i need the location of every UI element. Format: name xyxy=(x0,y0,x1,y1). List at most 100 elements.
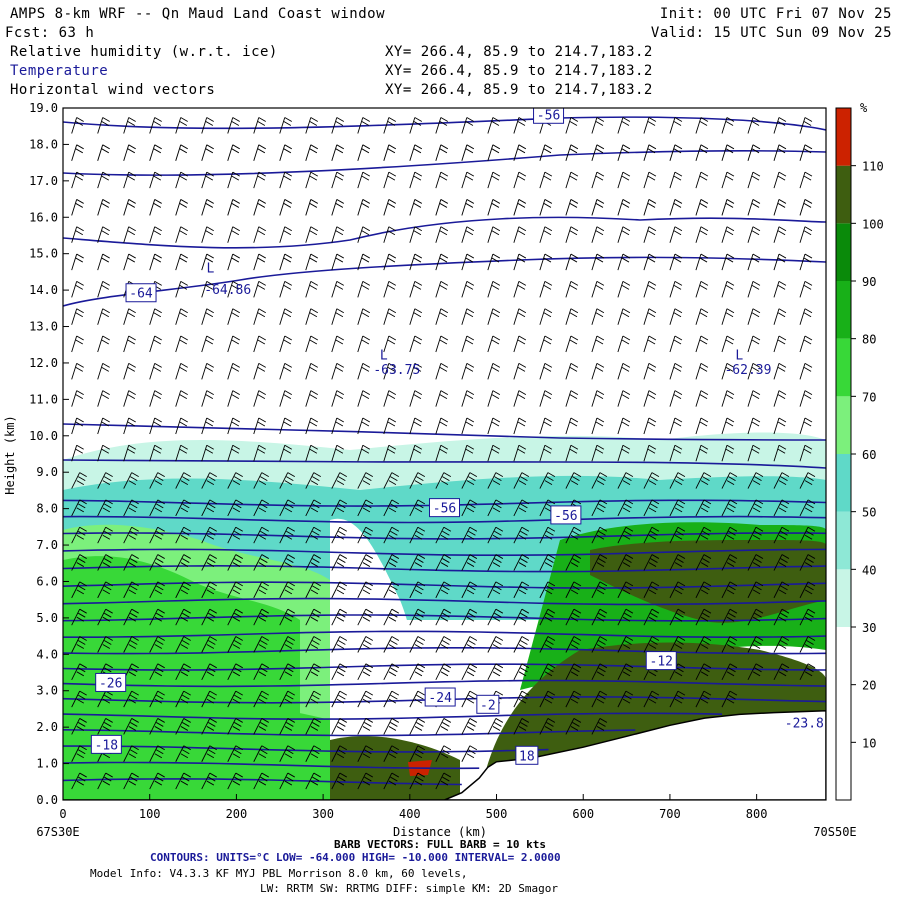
wind-barb xyxy=(279,362,292,380)
wind-barb xyxy=(565,581,582,599)
wind-barb xyxy=(565,253,579,271)
wind-barb xyxy=(227,772,243,790)
wind-barb xyxy=(747,608,764,626)
wind-barb xyxy=(279,308,292,325)
wind-barb xyxy=(773,335,787,353)
wind-barb xyxy=(71,499,87,517)
wind-barb xyxy=(201,444,214,462)
wind-barb xyxy=(461,390,475,407)
wind-barb xyxy=(201,199,214,216)
isotherm-lower-12 xyxy=(63,581,826,589)
y-tick-label: 12.0 xyxy=(29,356,58,370)
wind-barb xyxy=(669,226,683,243)
wind-barb xyxy=(487,280,501,298)
wind-barb xyxy=(669,117,683,134)
wind-barb xyxy=(331,444,345,462)
wind-barb xyxy=(149,554,165,571)
wind-barb xyxy=(279,499,295,517)
wind-barb xyxy=(227,499,243,517)
wind-barb xyxy=(721,308,735,325)
wind-barb xyxy=(331,253,345,271)
wind-barb xyxy=(695,144,709,161)
wind-barb xyxy=(253,444,266,462)
wind-barb xyxy=(71,144,84,161)
wind-barb xyxy=(513,280,527,298)
wind-barb xyxy=(643,581,660,599)
wind-barb xyxy=(539,171,553,189)
wind-barb xyxy=(617,362,631,380)
wind-barb xyxy=(539,390,553,407)
wind-barb xyxy=(409,253,423,271)
wind-barb xyxy=(123,226,136,243)
wind-barb xyxy=(591,362,605,380)
contour-label: -23.8 xyxy=(785,717,824,732)
wind-barb xyxy=(383,636,400,653)
wind-barb xyxy=(591,308,605,325)
wind-barb xyxy=(721,499,738,517)
wind-barb xyxy=(487,554,504,571)
wind-barb xyxy=(409,335,423,353)
isotherm-lower-6 xyxy=(63,679,826,688)
wind-barb xyxy=(123,526,139,544)
colorbar-segment xyxy=(836,108,851,166)
wind-barb xyxy=(487,308,501,325)
wind-barb xyxy=(71,444,84,462)
wind-barb xyxy=(591,335,605,353)
wind-barb xyxy=(279,718,295,735)
field-2-xy: XY= 266.4, 85.9 to 214.7,183.2 xyxy=(385,63,653,79)
wind-barb xyxy=(461,199,475,216)
wind-barb xyxy=(305,226,318,243)
wind-barb xyxy=(201,280,214,298)
wind-barb xyxy=(227,444,240,462)
wind-barb xyxy=(695,690,712,708)
wind-barb xyxy=(201,554,217,571)
wind-barb xyxy=(539,362,553,380)
wind-barb xyxy=(97,718,113,735)
isotherm-lower-13 xyxy=(63,564,826,573)
wind-barb xyxy=(305,199,318,216)
wind-barb xyxy=(487,608,504,626)
wind-barb xyxy=(409,745,426,762)
wind-barb xyxy=(123,690,139,708)
wind-barb xyxy=(383,663,400,681)
wind-barb xyxy=(149,417,162,435)
wind-barb xyxy=(383,417,397,435)
right-endpoint: 70S50E xyxy=(813,825,856,839)
wind-barb xyxy=(305,663,321,681)
wind-barb xyxy=(643,526,660,544)
wind-barb xyxy=(175,554,191,571)
wind-barb xyxy=(383,199,397,216)
wind-barb xyxy=(513,362,527,380)
wind-barb xyxy=(123,417,136,435)
wind-barb xyxy=(305,117,318,134)
wind-barb xyxy=(747,499,764,517)
wind-barb xyxy=(591,499,608,517)
wind-barb xyxy=(539,472,556,489)
model-info-1: Model Info: V4.3.3 KF MYJ PBL Morrison 8… xyxy=(90,867,468,880)
wind-barb xyxy=(487,226,501,243)
contour-labels: -56-64L-64.86L-63.75L-62.39-56 -56-26-24-… xyxy=(90,108,824,765)
wind-barb xyxy=(253,308,266,325)
wind-barb xyxy=(123,308,136,325)
wind-barb xyxy=(513,171,527,189)
wind-barb xyxy=(227,226,240,243)
wind-barb xyxy=(461,472,478,489)
wind-barb xyxy=(175,499,191,517)
wind-barb xyxy=(383,280,397,298)
wind-barb xyxy=(357,144,371,161)
field-2-name: Temperature xyxy=(10,63,108,79)
svg-text:L: L xyxy=(206,261,214,276)
wind-barb xyxy=(695,308,709,325)
wind-barb xyxy=(175,718,191,735)
wind-barb xyxy=(149,472,165,489)
wind-barb xyxy=(617,554,634,571)
colorbar-segment xyxy=(836,742,851,800)
wind-barb xyxy=(591,718,608,735)
colorbar-segment xyxy=(836,223,851,281)
contour-info: CONTOURS: UNITS=°C LOW= -64.000 HIGH= -1… xyxy=(150,851,561,864)
wind-barb xyxy=(149,499,165,517)
wind-barb xyxy=(331,117,345,134)
wind-barb xyxy=(227,608,243,626)
wind-barb xyxy=(773,444,787,462)
wind-barb xyxy=(747,526,764,544)
